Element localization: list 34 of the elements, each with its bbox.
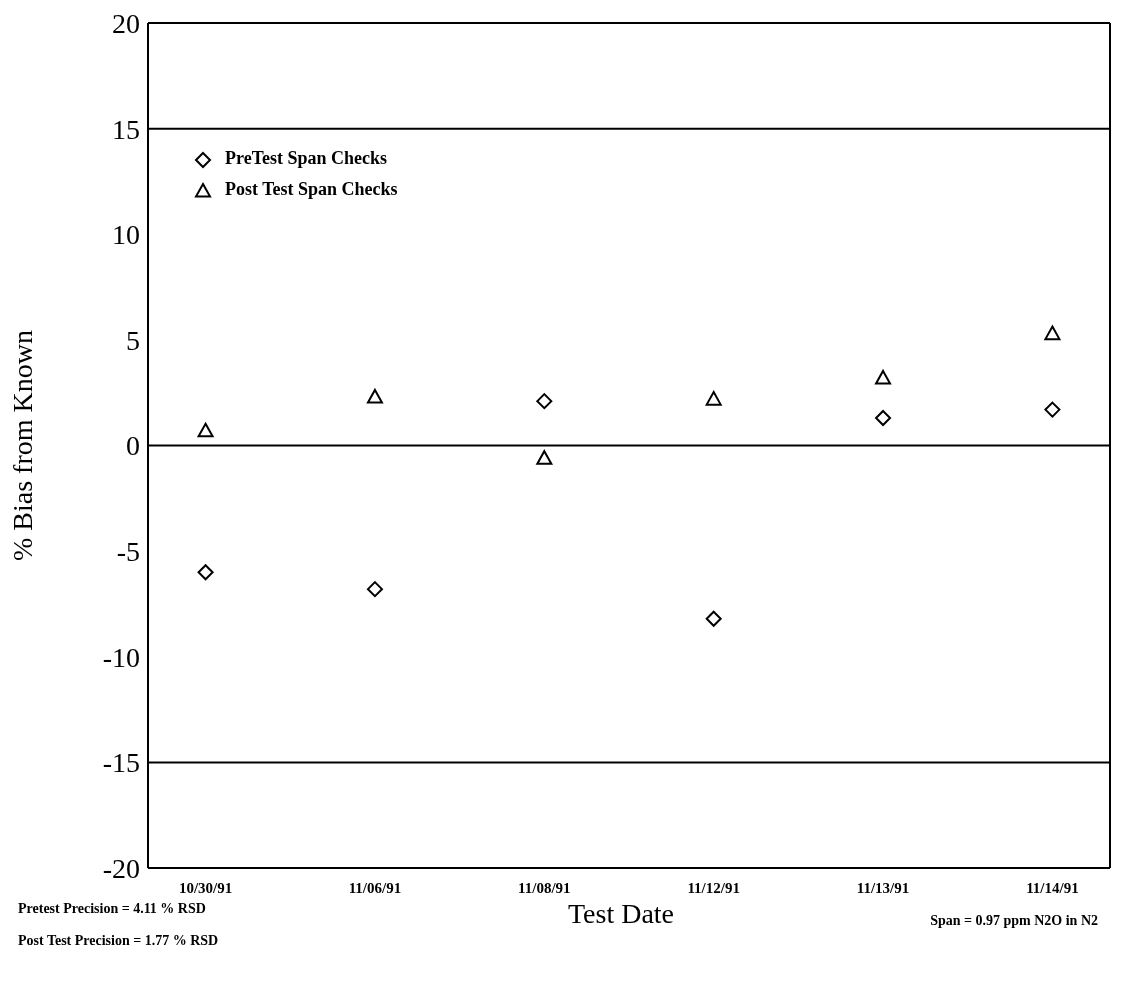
- x-tick-label: 11/08/91: [518, 879, 571, 896]
- y-tick-label: -10: [102, 641, 140, 673]
- point: [1044, 325, 1061, 341]
- legend-label: Post Test Span Checks: [225, 179, 398, 200]
- legend-label: PreTest Span Checks: [225, 148, 388, 169]
- x-tick-label: 10/30/91: [178, 879, 233, 896]
- y-tick-label: 0: [126, 430, 140, 462]
- text: Pretest Precision = 4.11 % RSD: [18, 901, 206, 916]
- text: Span = 0.97 ppm N2O in N2: [930, 913, 1098, 929]
- point: [366, 581, 383, 598]
- x-tick-label: 11/06/91: [348, 879, 402, 896]
- y-tick-label: 15: [112, 113, 140, 145]
- point: [875, 369, 892, 385]
- point: [705, 391, 722, 406]
- point: [366, 388, 383, 404]
- y-tick-label: 20: [112, 7, 140, 39]
- x-tick-label: 11/13/91: [856, 879, 910, 896]
- y-tick-label: 10: [112, 219, 140, 251]
- point: [197, 422, 214, 438]
- y-tick-label: 5: [126, 324, 140, 356]
- x-tick-label: 11/14/91: [1026, 879, 1079, 896]
- y-tick-label: -20: [102, 852, 140, 884]
- point: [1044, 401, 1061, 418]
- x-tick-label: 11/12/91: [687, 879, 740, 896]
- point: [705, 610, 722, 627]
- text: Post Test Precision = 1.77 % RSD: [18, 932, 219, 950]
- point: [197, 564, 214, 581]
- y-axis-title: % Bias from Known: [6, 330, 38, 561]
- point: [875, 410, 892, 427]
- point: [536, 450, 553, 465]
- point: [536, 393, 553, 410]
- y-tick-label: -15: [102, 747, 140, 779]
- y-tick-label: -5: [116, 536, 140, 568]
- x-axis-title: Test Date: [567, 898, 675, 929]
